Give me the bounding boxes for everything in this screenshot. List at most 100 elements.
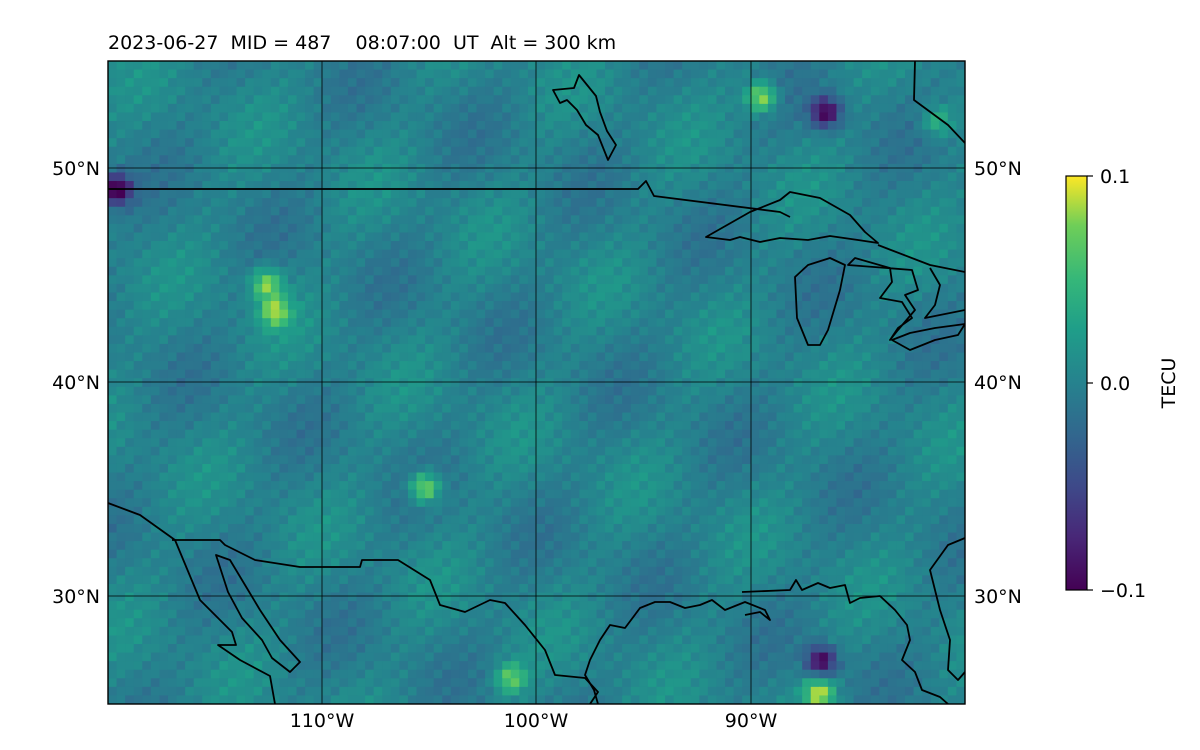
tec-cell: [682, 78, 692, 88]
tec-cell: [442, 223, 452, 234]
tec-cell: [707, 386, 718, 396]
tec-cell: [630, 463, 640, 474]
tec-cell: [845, 335, 855, 345]
tec-cell: [433, 421, 443, 431]
tec-cell: [125, 95, 135, 105]
tec-cell: [527, 241, 538, 251]
tec-cell: [742, 343, 752, 354]
tec-cell: [879, 206, 889, 216]
tec-cell: [279, 395, 289, 405]
tec-cell: [245, 146, 255, 156]
tec-cell: [450, 95, 460, 105]
tec-cell: [210, 403, 221, 414]
tec-cell: [647, 86, 658, 96]
tec-cell: [536, 163, 546, 174]
tec-cell: [322, 112, 332, 122]
tec-cell: [725, 429, 735, 439]
tec-cell: [365, 309, 375, 319]
tec-cell: [467, 283, 478, 294]
tec-cell: [185, 352, 195, 362]
tec-cell: [639, 429, 649, 439]
tec-cell: [527, 103, 538, 114]
tec-cell: [356, 455, 366, 465]
tec-cell: [510, 181, 520, 191]
tec-cell: [905, 438, 915, 448]
tec-cell: [905, 232, 915, 242]
tec-cell: [622, 69, 632, 79]
tec-cell: [330, 61, 340, 71]
tec-cell: [605, 429, 615, 439]
tec-cell: [725, 283, 735, 294]
tec-cell: [253, 301, 263, 311]
tec-cell: [759, 232, 769, 242]
tec-cell: [690, 292, 700, 302]
tec-cell: [579, 69, 589, 79]
tec-cell: [853, 429, 863, 439]
tec-cell: [287, 249, 298, 259]
tec-cell: [167, 429, 178, 439]
tec-cell: [647, 438, 658, 448]
tec-cell: [656, 283, 666, 294]
tec-cell: [656, 146, 666, 156]
tec-cell: [407, 421, 418, 431]
tec-cell: [725, 301, 735, 311]
tec-cell: [622, 326, 632, 336]
tec-cell: [622, 155, 632, 165]
tec-cell: [870, 163, 880, 174]
tec-cell: [133, 472, 143, 482]
tec-cell: [287, 189, 298, 199]
tec-cell: [510, 138, 520, 148]
tec-cell: [390, 266, 400, 276]
tec-cell: [296, 463, 306, 474]
tec-cell: [665, 343, 675, 354]
tec-cell: [287, 138, 298, 148]
tec-cell: [750, 463, 760, 474]
tec-cell: [253, 129, 263, 139]
tec-cell: [793, 86, 803, 96]
tec-cell: [905, 181, 915, 191]
tec-cell: [467, 232, 478, 242]
tec-cell: [630, 301, 640, 311]
tec-cell: [322, 155, 332, 165]
tec-cell: [613, 395, 623, 405]
tec-cell: [725, 335, 735, 345]
tec-cell: [150, 112, 161, 122]
tec-cell: [279, 438, 289, 448]
tec-cell: [725, 412, 735, 422]
tec-cell: [896, 69, 906, 79]
tec-cell: [596, 223, 606, 234]
tec-cell: [476, 446, 486, 456]
tec-cell: [125, 189, 135, 199]
tec-cell: [347, 352, 358, 362]
tec-cell: [596, 438, 606, 448]
tec-cell: [287, 69, 298, 79]
tec-cell: [339, 223, 349, 234]
tec-cell: [116, 438, 126, 448]
tec-cell: [116, 138, 126, 148]
tec-cell: [253, 378, 263, 388]
tec-cell: [930, 326, 940, 336]
tec-cell: [313, 309, 323, 319]
tec-cell: [956, 309, 965, 319]
tec-cell: [313, 292, 323, 302]
tec-cell: [245, 283, 255, 294]
tec-cell: [227, 172, 238, 182]
tec-cell: [176, 249, 186, 259]
tec-cell: [870, 232, 880, 242]
tec-cell: [476, 301, 486, 311]
tec-cell: [373, 429, 383, 439]
tec-cell: [887, 232, 898, 242]
tec-cell: [425, 309, 435, 319]
tec-cell: [133, 369, 143, 379]
tec-cell: [502, 429, 512, 439]
tec-cell: [390, 403, 400, 414]
tec-cell: [896, 455, 906, 465]
tec-cell: [776, 121, 786, 131]
tec-cell: [922, 163, 932, 174]
tec-cell: [519, 446, 529, 456]
tec-cell: [562, 206, 572, 216]
tec-cell: [622, 386, 632, 396]
tec-cell: [159, 378, 169, 388]
tec-cell: [519, 266, 529, 276]
tec-cell: [313, 343, 323, 354]
